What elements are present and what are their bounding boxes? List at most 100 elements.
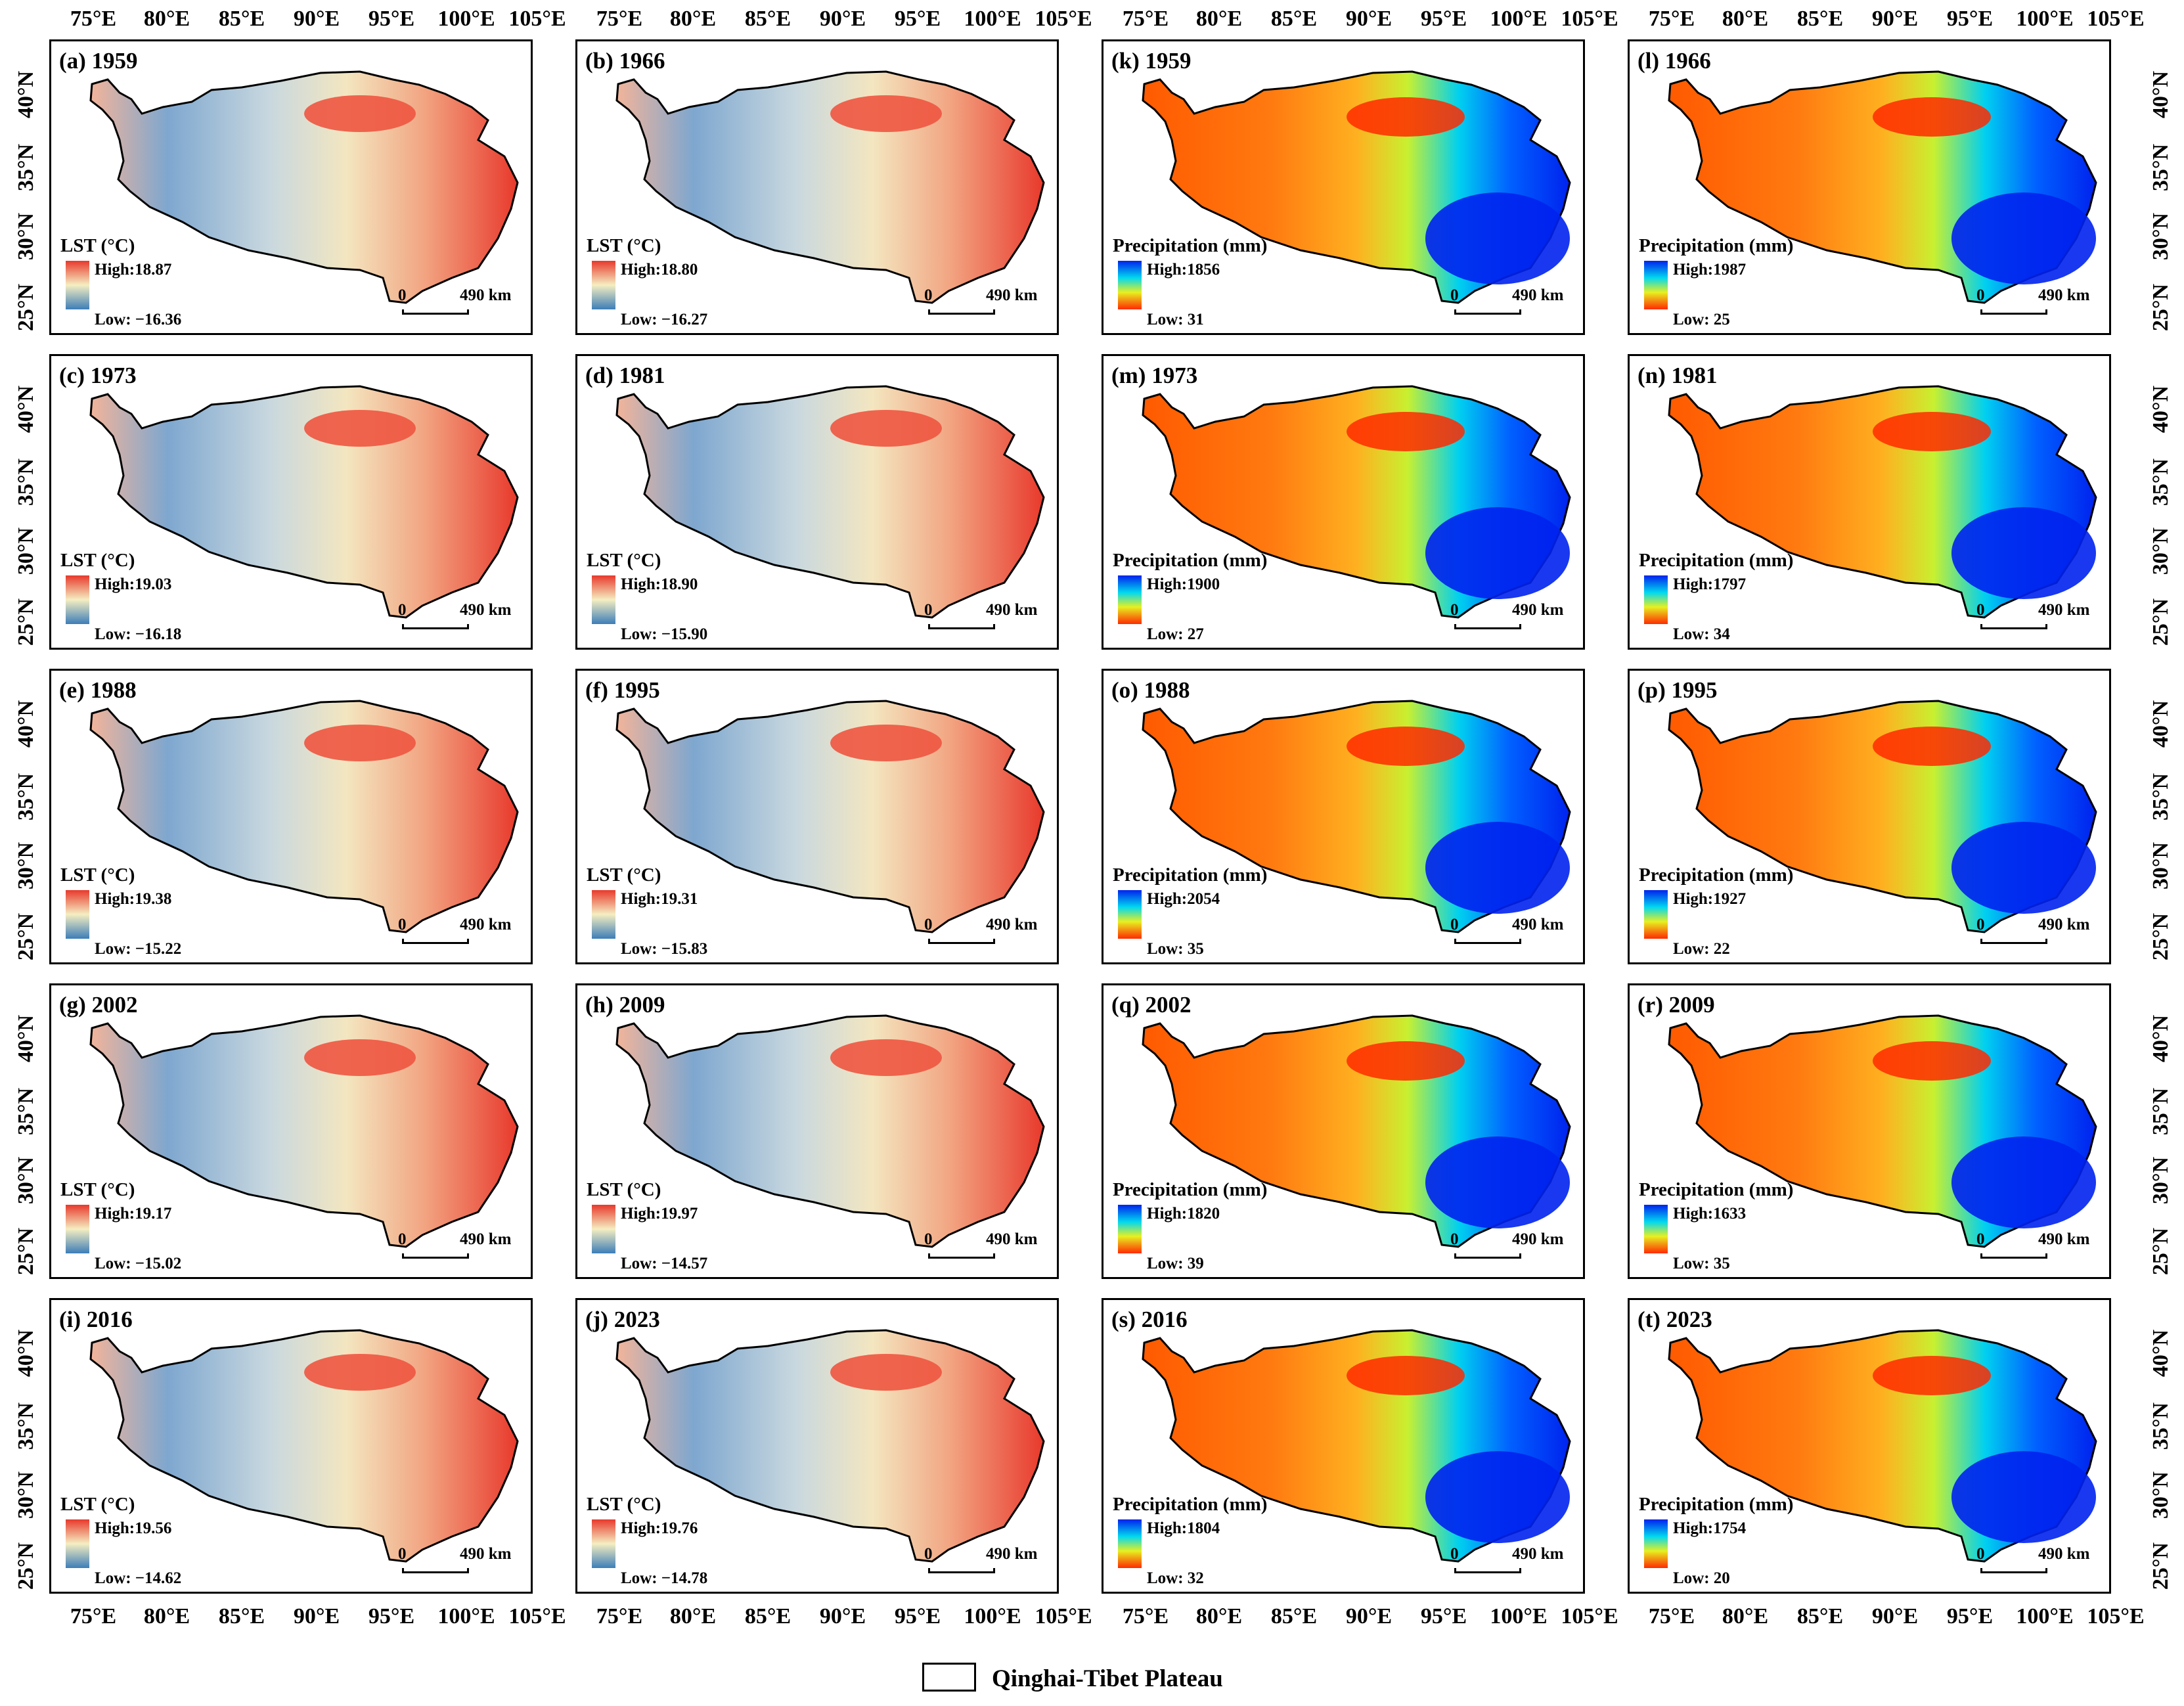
scalebar-line: [928, 624, 995, 629]
color-ramp: [1118, 1205, 1142, 1253]
lon-label: 100°E: [1490, 7, 1548, 31]
color-ramp: [592, 890, 615, 939]
lon-label: 75°E: [1648, 1604, 1695, 1628]
lon-label: 75°E: [1122, 1604, 1169, 1628]
legend-title: LST (°C): [60, 1179, 135, 1200]
map-panel-precipitation: (s) 2016 Precipitation (mm) High:1804 Lo…: [1102, 1298, 1585, 1594]
plateau-map: [1668, 385, 2097, 619]
lon-label: 100°E: [1490, 1604, 1548, 1628]
lon-label: 75°E: [1122, 7, 1169, 31]
map-panel-precipitation: (o) 1988 Precipitation (mm) High:2054 Lo…: [1102, 669, 1585, 964]
color-ramp: [1118, 890, 1142, 939]
panel-title: (k) 1959: [1111, 48, 1192, 74]
lon-label: 90°E: [293, 1604, 340, 1628]
legend-low: Low: 35: [1147, 940, 1204, 958]
lat-label: 30°N: [2149, 1471, 2173, 1519]
map-panel-precipitation: (n) 1981 Precipitation (mm) High:1797 Lo…: [1628, 354, 2111, 650]
legend-title: Precipitation (mm): [1639, 1179, 1794, 1200]
legend-high: High:18.90: [621, 575, 698, 593]
plateau-map: [1142, 385, 1571, 619]
lon-label: 95°E: [1420, 7, 1467, 31]
lon-label: 75°E: [1648, 7, 1695, 31]
legend-low: Low: 39: [1147, 1255, 1204, 1272]
lon-label: 100°E: [2016, 7, 2074, 31]
color-ramp: [1118, 1519, 1142, 1568]
scalebar-distance: 490 km: [460, 916, 512, 933]
legend-title: LST (°C): [587, 864, 661, 886]
scalebar-distance: 490 km: [986, 1230, 1038, 1248]
legend-title: LST (°C): [587, 1179, 661, 1200]
panel-title: (n) 1981: [1638, 363, 1718, 388]
lon-label: 105°E: [508, 1604, 566, 1628]
color-ramp: [1644, 1519, 1668, 1568]
lat-label: 40°N: [2149, 1329, 2173, 1378]
scalebar-line: [1980, 624, 2047, 629]
legend-high: High:19.76: [621, 1519, 698, 1537]
scalebar-zero: 0: [1976, 1545, 1985, 1563]
plateau-legend-label: Qinghai-Tibet Plateau: [992, 1665, 1223, 1692]
legend-high: High:19.31: [621, 890, 698, 908]
lon-label: 90°E: [293, 7, 340, 31]
legend-title: Precipitation (mm): [1113, 1494, 1268, 1515]
lon-label: 90°E: [1345, 7, 1393, 31]
legend-high: High:2054: [1147, 890, 1220, 908]
legend-title: LST (°C): [60, 550, 135, 571]
plateau-legend-swatch: [922, 1663, 976, 1692]
scalebar-zero: 0: [1976, 601, 1985, 619]
lat-label: 40°N: [14, 1014, 38, 1063]
lon-label: 85°E: [218, 1604, 265, 1628]
scalebar-distance: 490 km: [1512, 916, 1564, 933]
legend-high: High:1633: [1673, 1205, 1747, 1223]
legend-low: Low: 20: [1673, 1569, 1730, 1587]
map-panel-lst: (e) 1988 LST (°C) High:19.38 Low: −15.22…: [49, 669, 533, 964]
panel-title: (q) 2002: [1111, 992, 1192, 1018]
legend-title: LST (°C): [587, 235, 661, 256]
scalebar-line: [928, 309, 995, 315]
lat-label: 30°N: [2149, 212, 2173, 261]
color-ramp: [66, 1205, 89, 1253]
panel-title: (a) 1959: [59, 48, 138, 74]
legend-low: Low: −15.22: [95, 940, 182, 958]
plateau-map: [1142, 1329, 1571, 1563]
scalebar-line: [402, 1568, 469, 1573]
lon-label: 95°E: [894, 1604, 941, 1628]
panel-title: (m) 1973: [1111, 363, 1198, 388]
lon-label: 75°E: [596, 7, 643, 31]
color-ramp: [66, 575, 89, 624]
lon-label: 105°E: [1561, 7, 1618, 31]
legend-low: Low: 22: [1673, 940, 1730, 958]
scalebar-zero: 0: [924, 286, 933, 304]
lat-label: 40°N: [14, 700, 38, 748]
legend-low: Low: −15.83: [621, 940, 708, 958]
legend-title: LST (°C): [587, 550, 661, 571]
map-panel-lst: (f) 1995 LST (°C) High:19.31 Low: −15.83…: [575, 669, 1059, 964]
lat-label: 40°N: [14, 70, 38, 119]
legend-title: Precipitation (mm): [1639, 235, 1794, 256]
top-longitude-axis: 75°E 80°E 85°E 90°E 95°E 100°E 105°E 75°…: [0, 7, 2184, 39]
lon-label: 95°E: [894, 7, 941, 31]
lat-label: 25°N: [2149, 283, 2173, 332]
scalebar-distance: 490 km: [986, 601, 1038, 619]
scalebar-line: [402, 1253, 469, 1259]
map-panel-precipitation: (k) 1959 Precipitation (mm) High:1856 Lo…: [1102, 39, 1585, 335]
lon-label: 75°E: [596, 1604, 643, 1628]
plateau-map: [89, 1014, 519, 1248]
plateau-map: [89, 700, 519, 933]
scalebar-line: [1454, 309, 1521, 315]
scalebar-zero: 0: [1976, 1230, 1985, 1248]
plateau-map: [615, 385, 1045, 619]
legend-high: High:1900: [1147, 575, 1220, 593]
color-ramp: [1644, 575, 1668, 624]
legend-low: Low: −15.90: [621, 625, 708, 643]
plateau-map: [1142, 1014, 1571, 1248]
panel-title: (b) 1966: [585, 48, 665, 74]
lat-label: 25°N: [14, 912, 38, 961]
panel-title: (e) 1988: [59, 677, 137, 703]
lon-label: 85°E: [744, 7, 791, 31]
scalebar-zero: 0: [924, 916, 933, 933]
panel-title: (g) 2002: [59, 992, 138, 1018]
legend-high: High:1856: [1147, 261, 1220, 279]
legend-low: Low: 34: [1673, 625, 1730, 643]
lon-label: 80°E: [1195, 7, 1243, 31]
lat-label: 40°N: [2149, 70, 2173, 119]
